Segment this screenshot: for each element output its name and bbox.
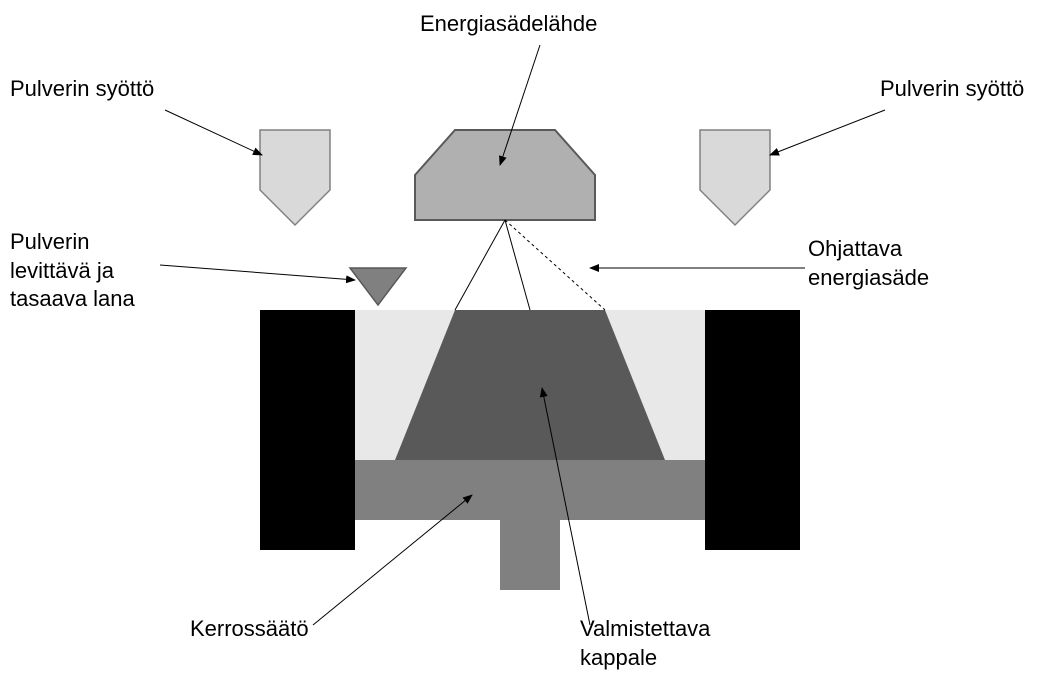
arrow-spreader bbox=[160, 265, 355, 280]
label-energy_beam: Ohjattava energiasäde bbox=[808, 235, 929, 292]
shapes-layer bbox=[260, 130, 800, 590]
label-part: Valmistettava kappale bbox=[580, 615, 710, 672]
arrow-powder_feed_right bbox=[770, 110, 885, 155]
arrow-powder_feed_left bbox=[165, 110, 262, 155]
label-powder_feed_right: Pulverin syöttö bbox=[880, 75, 1024, 104]
label-layer_control: Kerrossäätö bbox=[190, 615, 309, 644]
label-spreader: Pulverin levittävä ja tasaava lana bbox=[10, 228, 135, 314]
label-powder_feed_left: Pulverin syöttö bbox=[10, 75, 154, 104]
diagram-container: Energiasädelähde Pulverin syöttö Pulverin … bbox=[0, 0, 1055, 688]
label-energy_source: Energiasädelähde bbox=[420, 10, 597, 39]
